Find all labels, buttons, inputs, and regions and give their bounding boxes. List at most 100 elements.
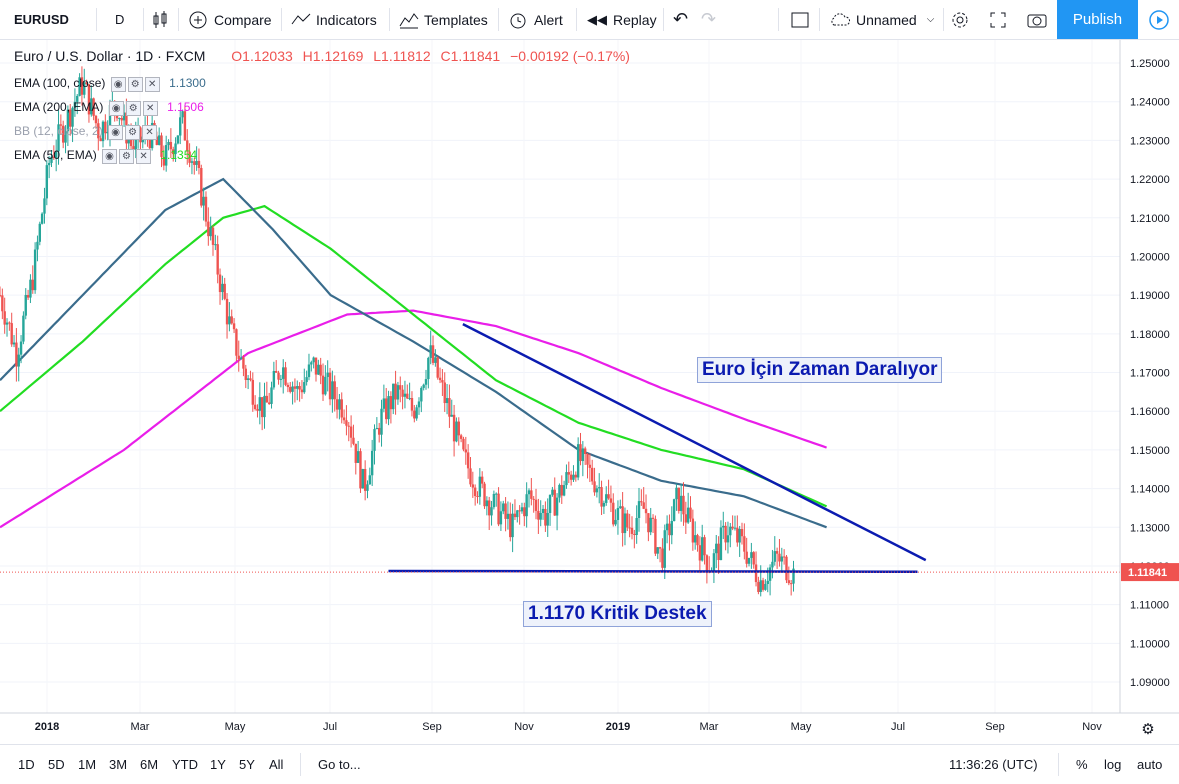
candle-body <box>642 502 645 509</box>
candle-body <box>366 484 369 491</box>
replay-button[interactable]: ◀◀ Replay <box>587 0 657 39</box>
candle-body <box>593 481 596 493</box>
candle-body <box>61 125 65 143</box>
candle-body <box>31 279 34 291</box>
settings-button[interactable] <box>950 0 970 39</box>
candle-body <box>176 135 180 144</box>
price-chart[interactable]: 1.25000 1.24000 1.23000 1.22000 1.21000 1.200… <box>0 40 1179 743</box>
price-tick-label: 1.23000 <box>1130 135 1170 147</box>
candle-body <box>569 474 573 480</box>
range-6m[interactable]: 6M <box>140 745 158 784</box>
candle-body <box>249 378 252 380</box>
compare-button[interactable]: Compare <box>188 0 272 39</box>
eye-icon[interactable]: ◉ <box>102 149 118 164</box>
candle-body <box>609 498 613 503</box>
clock[interactable]: 11:36:26 (UTC) <box>949 745 1038 784</box>
candle-body <box>172 149 175 155</box>
redo-button[interactable]: ↷ <box>701 0 716 39</box>
close-icon[interactable]: ✕ <box>142 125 158 140</box>
study-legend-ema200[interactable]: EMA (200, EMA) ◉ ⚙ ✕ 1.1506 <box>14 100 204 116</box>
study-buttons[interactable]: ◉ ⚙ ✕ <box>109 76 160 92</box>
candle-body <box>148 135 152 149</box>
log-toggle[interactable]: log <box>1104 745 1121 784</box>
study-buttons[interactable]: ◉ ⚙ ✕ <box>106 124 158 140</box>
candle-body <box>747 557 751 564</box>
close-icon[interactable]: ✕ <box>144 77 160 92</box>
indicators-button[interactable]: Indicators <box>290 0 377 39</box>
candle-body <box>399 385 402 390</box>
candle-body <box>328 372 332 400</box>
gear-icon[interactable]: ⚙ <box>1141 721 1154 738</box>
candle-body <box>654 518 657 554</box>
interval-button[interactable]: D <box>115 0 124 39</box>
study-legend-ema50[interactable]: EMA (50, EMA) ◉ ⚙ ✕ 1.1354 <box>14 148 197 164</box>
gear-icon[interactable]: ⚙ <box>125 125 141 140</box>
descending-trendline[interactable] <box>462 323 927 562</box>
fullscreen-layout-button[interactable] <box>790 0 810 39</box>
range-1d[interactable]: 1D <box>18 745 35 784</box>
study-legend-ema100[interactable]: EMA (100, close) ◉ ⚙ ✕ 1.1300 <box>14 76 206 92</box>
undo-button[interactable]: ↶ <box>673 0 688 39</box>
auto-toggle[interactable]: auto <box>1137 745 1162 784</box>
study-legend-bb[interactable]: BB (12, close, 2) ◉ ⚙ ✕ <box>14 124 158 140</box>
candle-body <box>509 513 512 538</box>
candle-body <box>200 167 203 206</box>
candle-body <box>104 121 107 134</box>
price-tick-label: 1.25000 <box>1130 58 1170 70</box>
range-1y[interactable]: 1Y <box>210 745 226 784</box>
support-annotation[interactable]: 1.1170 Kritik Destek <box>523 601 712 627</box>
candle-body <box>661 548 664 568</box>
candle-body <box>520 507 524 512</box>
range-5d[interactable]: 5D <box>48 745 65 784</box>
study-buttons[interactable]: ◉ ⚙ ✕ <box>100 148 152 164</box>
eye-icon[interactable]: ◉ <box>108 101 124 116</box>
chart-type-button[interactable] <box>150 0 170 39</box>
candle-body <box>626 513 629 528</box>
symbol-search[interactable]: EURUSD <box>14 0 69 39</box>
fullscreen-button[interactable] <box>988 0 1008 39</box>
goto-button[interactable]: Go to... <box>318 745 361 784</box>
snapshot-button[interactable] <box>1026 0 1048 39</box>
support-annotation-text: 1.1170 Kritik Destek <box>528 603 707 624</box>
eye-icon[interactable]: ◉ <box>110 77 126 92</box>
publish-button[interactable]: Publish <box>1057 0 1138 39</box>
title-annotation[interactable]: Euro İçin Zaman Daralıyor <box>697 357 943 383</box>
eye-icon[interactable]: ◉ <box>108 125 124 140</box>
layout-button[interactable]: Unnamed ⌵ <box>828 0 934 39</box>
range-3m[interactable]: 3M <box>109 745 127 784</box>
study-buttons[interactable]: ◉ ⚙ ✕ <box>107 100 158 116</box>
candle-body <box>588 464 592 468</box>
range-1m[interactable]: 1M <box>78 745 96 784</box>
gear-icon[interactable]: ⚙ <box>125 101 141 116</box>
templates-button[interactable]: Templates <box>398 0 488 39</box>
percent-toggle[interactable]: % <box>1076 745 1088 784</box>
candle-body <box>780 556 783 562</box>
candle-body <box>417 401 421 408</box>
close-icon[interactable]: ✕ <box>136 149 152 164</box>
candle-body <box>562 485 566 496</box>
close-icon[interactable]: ✕ <box>142 101 158 116</box>
price-axis[interactable]: 1.25000 1.24000 1.23000 1.22000 1.21000 1.200… <box>1119 40 1179 713</box>
price-tick-label: 1.14000 <box>1130 484 1170 496</box>
candle-body <box>668 523 671 536</box>
range-ytd[interactable]: YTD <box>172 745 198 784</box>
candle-body <box>495 493 498 495</box>
range-5y[interactable]: 5Y <box>239 745 255 784</box>
gear-icon[interactable]: ⚙ <box>119 149 135 164</box>
candle-body <box>553 489 556 516</box>
chart-area[interactable]: 1.25000 1.24000 1.23000 1.22000 1.21000 1.200… <box>0 40 1179 743</box>
time-axis[interactable]: 2018 Mar May Jul Sep Nov 2019 Mar May Jul Sep Nov ⚙ <box>0 712 1179 738</box>
candle-body <box>394 383 397 400</box>
range-all[interactable]: All <box>269 745 283 784</box>
support-line[interactable] <box>388 569 918 573</box>
symbol-legend[interactable]: Euro / U.S. Dollar · 1D · FXCM O1.12033 … <box>14 48 630 64</box>
candle-body <box>239 357 243 360</box>
candle-body <box>15 342 18 367</box>
alert-button[interactable]: Alert <box>508 0 563 39</box>
gear-icon[interactable]: ⚙ <box>127 77 143 92</box>
play-button[interactable] <box>1138 0 1179 39</box>
candle-body <box>10 323 13 345</box>
candle-body <box>729 526 732 536</box>
candle-body <box>574 474 578 478</box>
candle-body <box>490 507 493 516</box>
